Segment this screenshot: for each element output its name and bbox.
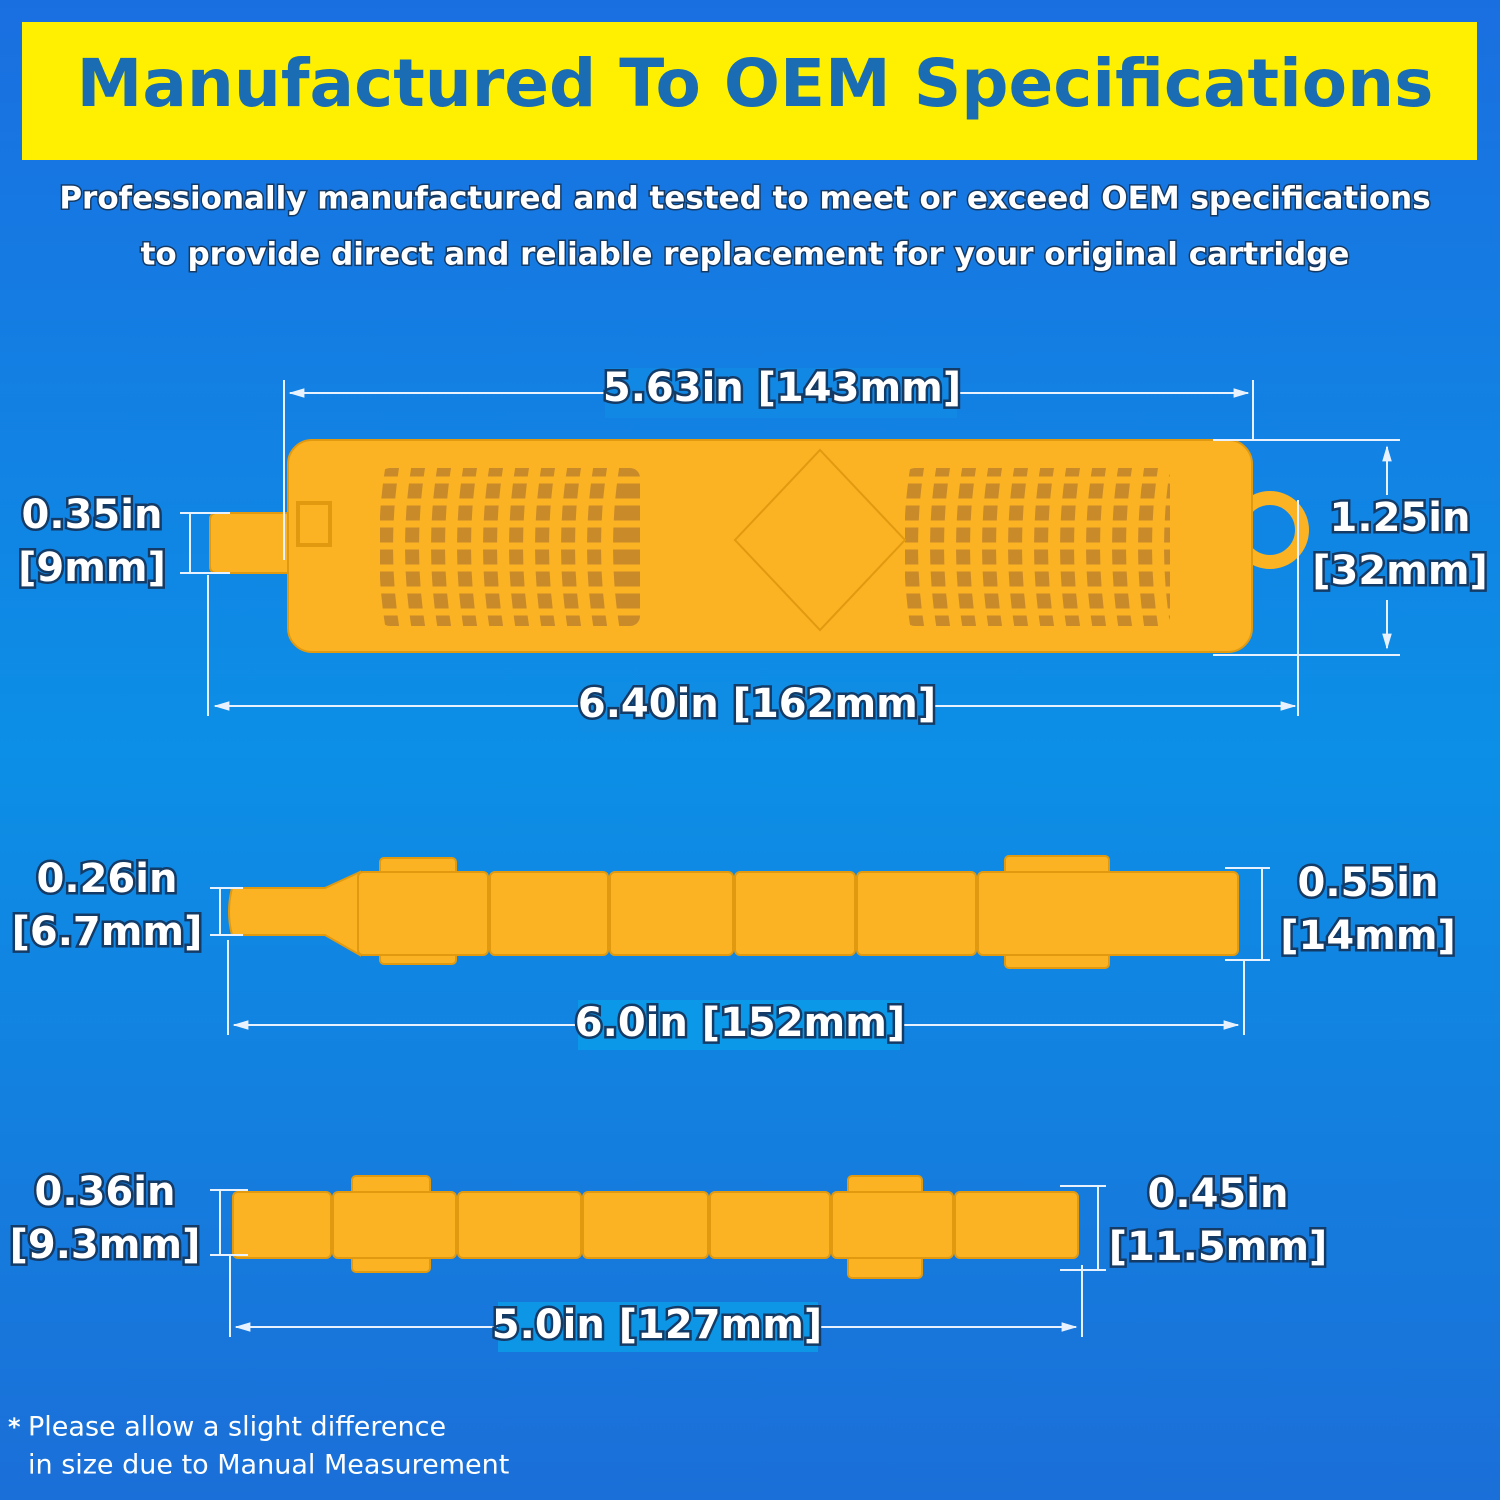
footnote-mark: * [8,1413,21,1441]
segments [357,871,1239,956]
dimension-label: 5.0in [127mm] [492,1302,822,1348]
ribs [367,461,1171,633]
dimension-label: 0.26in [37,856,178,902]
nub [209,512,301,574]
dimension-label: 0.36in [35,1169,176,1215]
dimension-label: 1.25in [1330,495,1471,541]
dimension-label: 6.40in [162mm] [578,681,936,727]
title-banner [22,22,1477,160]
label-bg [498,1302,818,1352]
segment [609,871,734,956]
diamond [733,448,907,632]
segment [831,1191,954,1259]
cartridge-3 [232,1175,1079,1279]
segment [582,1191,709,1259]
rib [367,461,386,633]
segments [232,1191,1079,1259]
segment [977,871,1239,956]
segment [332,1191,457,1259]
dimension-label: 5.63in [143mm] [603,365,961,411]
slot [296,501,332,547]
dimension-label: [32mm] [1312,548,1488,594]
dimension-label: [14mm] [1280,913,1456,959]
segment [489,871,609,956]
segment [709,1191,831,1259]
segment [232,1191,332,1259]
dimension-label: 6.0in [152mm] [575,1000,905,1046]
segment [457,1191,582,1259]
cartridge-1 [209,439,1309,653]
segment [734,871,856,956]
dimension-label: [9.3mm] [10,1222,201,1268]
segment [357,871,489,956]
label-bg [578,1000,900,1050]
title: Manufactured To OEM Specifications [77,45,1434,122]
dimension-label: [11.5mm] [1109,1224,1328,1270]
dimension-label: [9mm] [18,545,166,591]
subtitle: Professionally manufactured and tested t… [59,181,1430,217]
label-bg [580,682,932,732]
dimension-label: 0.45in [1148,1171,1289,1217]
dimension-label: 0.55in [1298,860,1439,906]
footnote: in size due to Manual Measurement [28,1450,509,1481]
dimension-label: 0.35in [22,492,163,538]
label-bg [605,368,957,418]
dimension-label: [6.7mm] [12,909,203,955]
segment [954,1191,1079,1259]
cartridge-2 [228,855,1239,969]
subtitle: to provide direct and reliable replaceme… [141,237,1350,273]
segment [856,871,977,956]
footnote: Please allow a slight difference [28,1412,446,1443]
